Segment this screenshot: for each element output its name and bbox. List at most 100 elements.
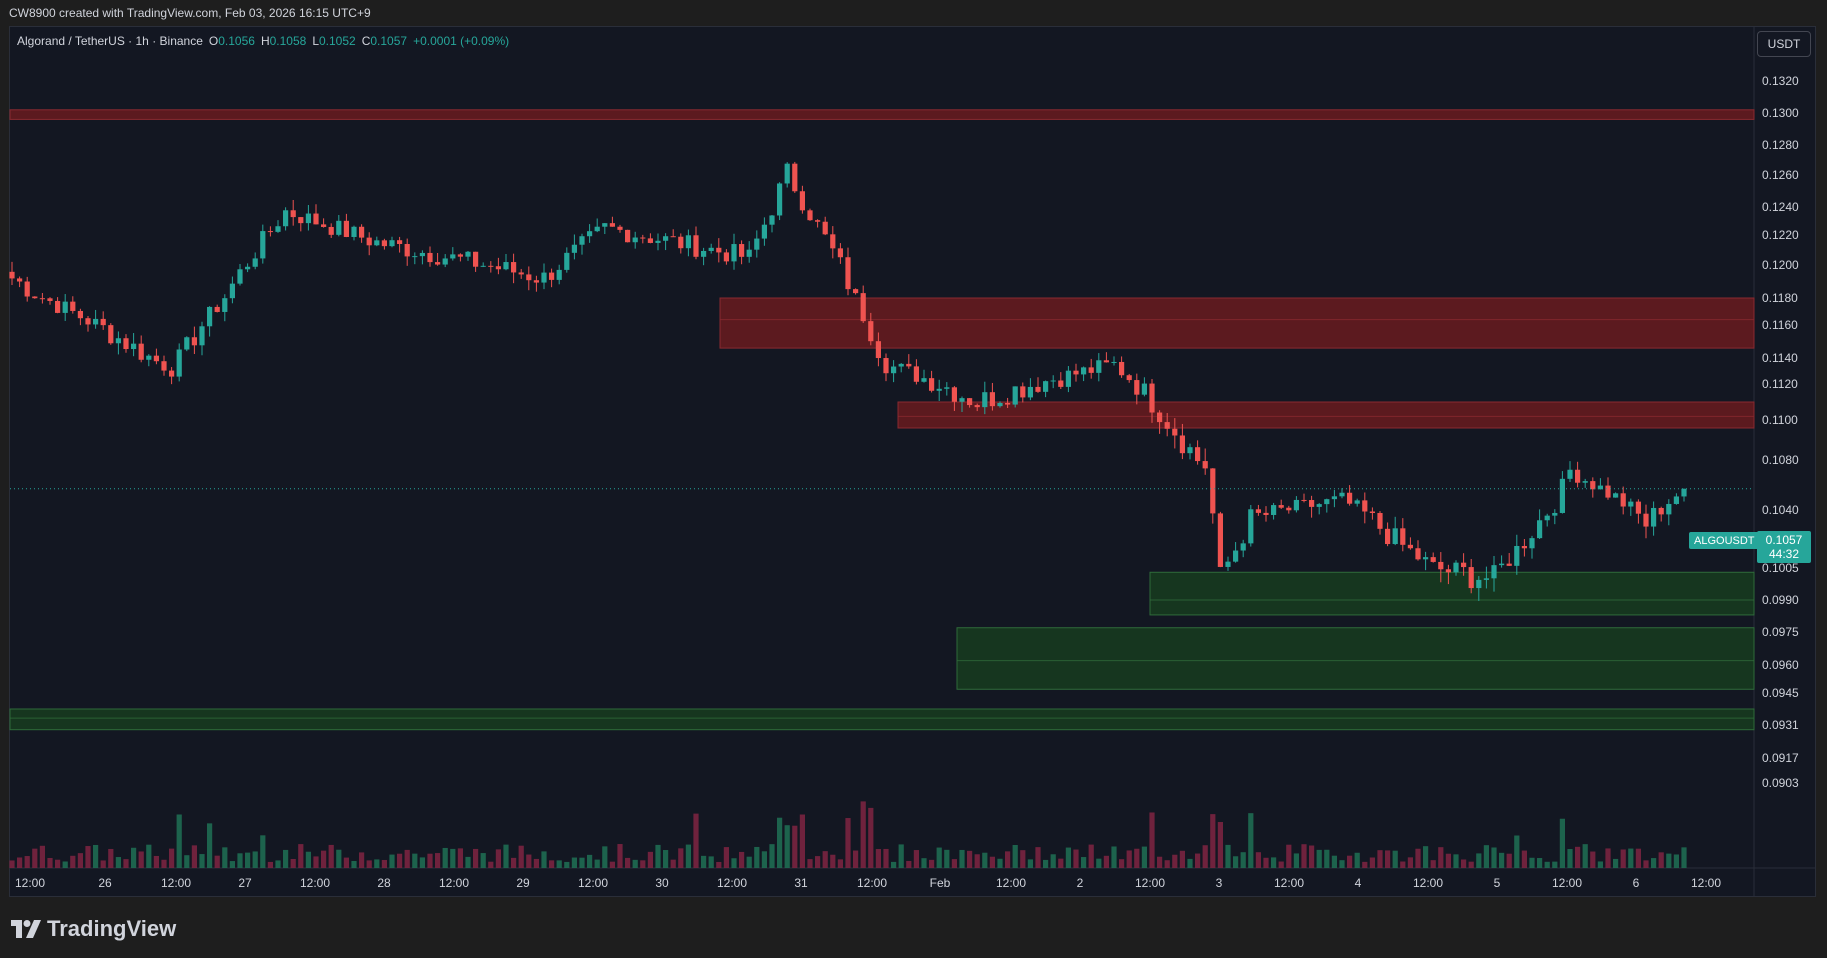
candle-body (997, 402, 1003, 407)
candle-body (1445, 569, 1451, 573)
tradingview-logo[interactable]: TradingView (11, 916, 176, 942)
volume-bar (1506, 853, 1512, 868)
candle-body (17, 278, 23, 282)
x-tick-label: 30 (655, 876, 669, 890)
volume-bar (108, 848, 114, 868)
volume-bar (1658, 852, 1664, 868)
candle-body (161, 361, 167, 371)
candle-body (853, 289, 859, 294)
volume-bar (427, 853, 433, 868)
y-tick-label: 0.1040 (1762, 503, 1799, 517)
volume-bar (290, 858, 296, 868)
volume-bar (716, 861, 722, 868)
x-tick-label: 12:00 (1413, 876, 1443, 890)
volume-bar (1210, 814, 1216, 868)
volume-bar (1005, 851, 1011, 868)
volume-bar (1172, 854, 1178, 868)
volume-bar (746, 856, 752, 868)
candle-body (1613, 493, 1619, 498)
candle-body (146, 355, 152, 360)
candle-body (1134, 380, 1140, 395)
volume-bar (1362, 861, 1368, 868)
y-tick-label: 0.1280 (1762, 138, 1799, 152)
volume-bar (974, 854, 980, 868)
candle-body (1316, 504, 1322, 507)
volume-bar (708, 856, 714, 868)
volume-bar (1088, 844, 1094, 868)
candle-body (1544, 515, 1550, 521)
candle-body (1628, 501, 1634, 507)
x-tick-label: 12:00 (161, 876, 191, 890)
candle-body (678, 236, 684, 249)
volume-bar (1126, 850, 1132, 868)
legend-open-label: O (208, 34, 219, 48)
volume-bar (1103, 855, 1109, 868)
candle-body (746, 249, 752, 257)
supply-zone-1 (9, 109, 1755, 120)
candle-body (184, 337, 190, 350)
volume-bar (982, 852, 988, 868)
candle-body (1202, 461, 1208, 469)
volume-bar (526, 854, 532, 868)
y-tick-label: 0.0945 (1762, 686, 1799, 700)
candle-body (1005, 402, 1011, 405)
legend-low: 0.1052 (319, 34, 356, 48)
volume-bar (1134, 848, 1140, 868)
candle-body (1240, 543, 1246, 551)
candle-body (1035, 386, 1041, 392)
volume-bar (1597, 861, 1603, 868)
volume-bar (1681, 847, 1687, 868)
x-tick-label: 3 (1216, 876, 1223, 890)
volume-bar (115, 857, 121, 868)
legend-open: 0.1056 (218, 34, 255, 48)
last-price-value: 0.1057 (1765, 533, 1803, 547)
volume-bar (1233, 856, 1239, 868)
candle-body (587, 231, 593, 237)
candle-body (427, 252, 433, 263)
x-tick-label: 12:00 (578, 876, 608, 890)
volume-bar (1065, 847, 1071, 868)
candle-body (93, 318, 99, 325)
candle-body (640, 237, 646, 239)
currency-unit-button[interactable]: USDT (1757, 31, 1811, 57)
candle-body (465, 251, 471, 257)
volume-bar (123, 859, 129, 868)
volume-bar (381, 859, 387, 868)
volume-bar (1407, 857, 1413, 868)
y-tick-label: 0.1240 (1762, 200, 1799, 214)
volume-bar (845, 818, 851, 868)
x-tick-label: 2 (1077, 876, 1084, 890)
candle-body (169, 370, 175, 377)
candle-body (419, 252, 425, 257)
volume-bar (191, 845, 197, 868)
x-tick-label: 4 (1355, 876, 1362, 890)
candle-body (336, 220, 342, 235)
last-price-tag: 0.1057 44:32 (1757, 531, 1811, 563)
volume-bar (655, 844, 661, 868)
volume-bar (989, 856, 995, 868)
candle-body (237, 269, 243, 284)
volume-bar (1514, 835, 1520, 868)
volume-bar (1111, 846, 1117, 868)
candle-body (381, 240, 387, 247)
volume-bar (1354, 852, 1360, 868)
volume-bar (359, 852, 365, 868)
candle-body (868, 321, 874, 342)
volume-bar (442, 847, 448, 868)
candle-body (473, 251, 479, 267)
candle-body (1362, 500, 1368, 512)
candle-body (830, 234, 836, 249)
candle-body (602, 223, 608, 227)
volume-bar (1453, 854, 1459, 868)
volume-bar (1567, 849, 1573, 868)
x-tick-label: 6 (1633, 876, 1640, 890)
candle-body (1537, 520, 1543, 539)
candle-body (1210, 468, 1216, 514)
candle-body (1187, 447, 1193, 454)
volume-bar (830, 854, 836, 868)
candle-body (982, 392, 988, 408)
volume-bar (1521, 850, 1527, 868)
candle-body (959, 398, 965, 402)
chart-frame[interactable] (9, 26, 1816, 897)
